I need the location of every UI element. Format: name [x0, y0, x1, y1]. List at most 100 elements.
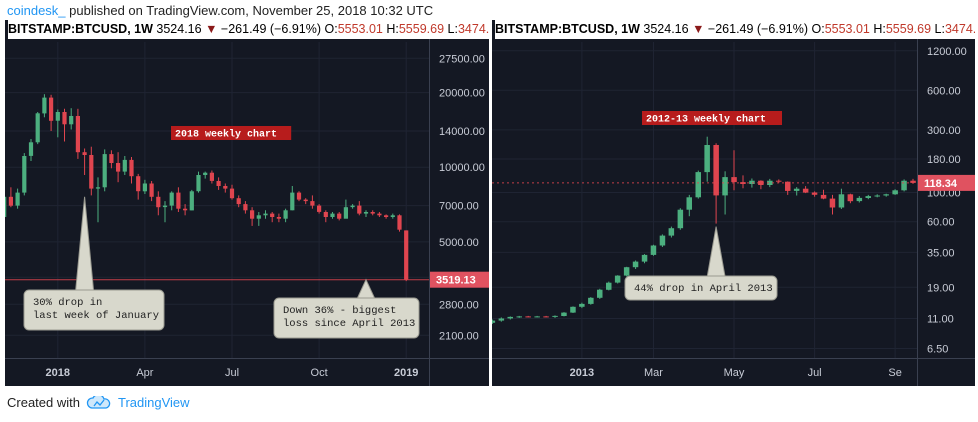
callout-box: [624, 275, 778, 301]
candle-body: [390, 215, 395, 217]
candle-body: [507, 316, 513, 319]
chart-panel-2012-13[interactable]: 1200.00 600.00 300.00 180.00 100.00 60.00 35.0…: [492, 20, 975, 386]
x-tick-label: 2019: [394, 367, 418, 379]
candle-body: [543, 316, 549, 318]
callout-text: 44% drop in April 2013: [634, 283, 773, 295]
last-price-tag: 118.34: [924, 178, 958, 190]
candle-body: [216, 181, 221, 186]
candle-body: [89, 155, 94, 189]
low-letter: L:: [934, 22, 945, 36]
candle-body: [892, 190, 898, 195]
candle-body: [55, 112, 60, 121]
candle-body: [722, 177, 728, 196]
candle-body: [785, 181, 791, 191]
tradingview-link[interactable]: TradingView: [117, 395, 190, 410]
chart-label-tag-bg: [642, 111, 782, 125]
candle-body: [183, 208, 188, 211]
open-letter: O:: [811, 22, 825, 36]
y-tick-label: 11.00: [927, 314, 954, 326]
open-value: 5553.01: [337, 22, 383, 36]
open-value: 5553.01: [824, 22, 870, 36]
candle-body: [49, 97, 54, 121]
chart-panel-2018[interactable]: 27500.00 20000.00 14000.00 10000.00 7000.00 5…: [5, 20, 489, 386]
chart-2018-svg: 27500.00 20000.00 14000.00 10000.00 7000.00 5…: [5, 20, 489, 386]
candle-body: [749, 180, 755, 184]
x-tick-label: Apr: [136, 367, 153, 379]
candle-body: [276, 217, 281, 219]
candle-body: [62, 112, 67, 125]
candle-body: [695, 172, 701, 198]
callout-box: [23, 289, 165, 331]
footer: Created with TradingView: [7, 395, 190, 410]
candle-body: [767, 180, 773, 185]
y-tick-label: 60.00: [927, 217, 955, 229]
candle-body: [847, 194, 854, 202]
candle-body: [209, 172, 214, 181]
y-tick-label: 20000.00: [439, 88, 485, 100]
candle-body: [156, 196, 161, 208]
candle-body: [731, 177, 737, 183]
candle-body: [283, 210, 288, 219]
candle-body: [82, 152, 87, 155]
x-tick-label: May: [724, 367, 745, 379]
callout-box: [273, 297, 420, 339]
candle-body: [820, 194, 827, 199]
callout-pointer: [356, 278, 376, 300]
last-value: 3524.16: [156, 22, 202, 36]
high-value: 5559.69: [398, 22, 445, 36]
y-tick-label: 19.00: [927, 282, 955, 294]
callout-pointer: [75, 196, 95, 292]
created-with-text: Created with: [7, 395, 80, 410]
y-tick-label: 180.00: [927, 154, 961, 166]
candle-body: [829, 198, 836, 208]
candle-body: [176, 192, 181, 209]
candle-body: [623, 267, 630, 276]
chart-label-tag: 2012-13 weekly chart: [646, 114, 766, 126]
candle-body: [713, 145, 719, 196]
candle-body: [686, 197, 692, 210]
candle-body: [650, 245, 657, 255]
candle-body: [811, 192, 818, 195]
candle-body: [534, 316, 540, 318]
candle-body: [570, 306, 576, 313]
candle-body: [384, 215, 389, 217]
candle-body: [659, 235, 666, 246]
y-tick-label: 35.00: [927, 247, 955, 259]
candle-body: [330, 213, 335, 217]
ticker-row: BITSTAMP:BTCUSD, 1W 3524.16 ▼ −261.49 (−…: [495, 20, 975, 39]
open-letter: O:: [324, 22, 338, 36]
candle-body: [614, 275, 621, 283]
x-tick-label: Oct: [311, 367, 328, 379]
candle-body: [397, 215, 402, 230]
y-tick-label: 14000.00: [439, 126, 485, 138]
x-tick-label: Jul: [225, 367, 239, 379]
candle-body: [236, 198, 241, 205]
candle-body: [597, 289, 603, 298]
candle-body: [35, 113, 40, 143]
candle-body: [561, 312, 567, 316]
candle-body: [270, 213, 275, 217]
x-tick-label: Mar: [644, 367, 663, 379]
candle-body: [363, 212, 369, 214]
high-letter: H:: [873, 22, 886, 36]
last-value: 3524.16: [643, 22, 689, 36]
callout-pointer: [706, 226, 726, 278]
candle-body: [203, 172, 208, 175]
chart-label-tag-bg: [171, 126, 292, 140]
author-link[interactable]: coindesk_: [7, 3, 66, 18]
candle-body: [323, 212, 328, 217]
candle-body: [758, 180, 764, 185]
x-tick-label: 2018: [46, 367, 70, 379]
candle-body: [303, 199, 308, 202]
candle-body: [296, 192, 302, 200]
callout-text: last week of January: [33, 310, 159, 322]
y-tick-label: 300.00: [927, 125, 961, 137]
candle-body: [641, 254, 648, 262]
high-value: 5559.69: [885, 22, 932, 36]
change-value: −261.49 (−6.91%): [707, 22, 808, 36]
candle-body: [109, 154, 114, 163]
down-arrow-icon: ▼: [205, 22, 218, 36]
low-value: 3474.: [944, 22, 975, 36]
last-price-tag-bg: [918, 174, 975, 191]
candle-body: [5, 196, 7, 217]
